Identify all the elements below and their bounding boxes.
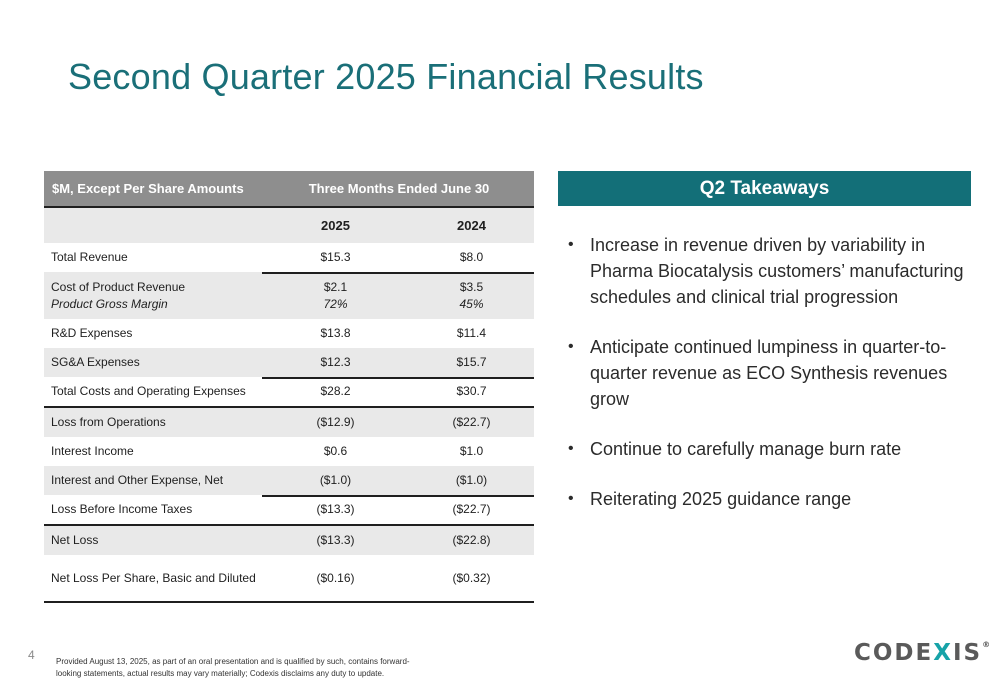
- takeaway-text: Continue to carefully manage burn rate: [590, 439, 902, 459]
- value-2024: ($0.32): [452, 570, 491, 585]
- value-2024: $11.4: [456, 326, 487, 340]
- bullet-icon: •: [568, 236, 574, 253]
- subvalue-2025: 72%: [323, 296, 348, 311]
- value-2024-group: $3.5 45%: [409, 279, 534, 313]
- page-number: 4: [28, 648, 35, 662]
- year-2024-header: 2024: [457, 218, 486, 233]
- table-row: Interest and Other Expense, Net ($1.0) (…: [44, 466, 534, 495]
- row-label: Net Loss: [51, 533, 99, 547]
- takeaway-item: • Anticipate continued lumpiness in quar…: [568, 334, 988, 412]
- value-2024: $30.7: [456, 384, 487, 398]
- takeaways-header: Q2 Takeaways: [558, 171, 971, 206]
- row-label: Loss Before Income Taxes: [51, 502, 193, 516]
- year-2025-header: 2025: [321, 218, 350, 233]
- table-row: Net Loss Per Share, Basic and Diluted ($…: [44, 555, 534, 603]
- table-row: Cost of Product Revenue Product Gross Ma…: [44, 272, 534, 319]
- slide-title: Second Quarter 2025 Financial Results: [68, 56, 704, 97]
- value-2024: ($22.7): [452, 415, 491, 429]
- row-label-group: Cost of Product Revenue Product Gross Ma…: [44, 279, 262, 313]
- row-label: SG&A Expenses: [51, 355, 140, 369]
- row-label: Loss from Operations: [51, 415, 166, 429]
- table-row: R&D Expenses $13.8 $11.4: [44, 319, 534, 348]
- value-2025: $12.3: [320, 355, 351, 369]
- value-2025: $28.2: [320, 384, 351, 398]
- value-2025: $13.8: [320, 326, 351, 340]
- table-row: Total Revenue $15.3 $8.0: [44, 243, 534, 272]
- value-2025: ($12.9): [316, 415, 355, 429]
- value-2025: $15.3: [320, 250, 351, 264]
- subvalue-2024: 45%: [459, 296, 484, 311]
- row-label: Interest and Other Expense, Net: [51, 473, 224, 487]
- takeaway-item: • Continue to carefully manage burn rate: [568, 436, 988, 462]
- table-row: Loss from Operations ($12.9) ($22.7): [44, 406, 534, 437]
- financial-results-table: $M, Except Per Share Amounts Three Month…: [44, 171, 534, 603]
- value-2025: ($1.0): [319, 473, 352, 487]
- table-row: Interest Income $0.6 $1.0: [44, 437, 534, 466]
- row-label: R&D Expenses: [51, 326, 133, 340]
- takeaway-text: Increase in revenue driven by variabilit…: [590, 235, 964, 307]
- value-2025: ($13.3): [316, 533, 355, 547]
- value-2025: $0.6: [323, 444, 348, 458]
- value-2024: $1.0: [459, 444, 484, 458]
- table-header-row: $M, Except Per Share Amounts Three Month…: [44, 171, 534, 206]
- value-2024: $3.5: [459, 279, 484, 294]
- bullet-icon: •: [568, 440, 574, 457]
- value-2024: ($22.8): [452, 533, 491, 547]
- table-row: Loss Before Income Taxes ($13.3) ($22.7): [44, 495, 534, 524]
- row-sublabel: Product Gross Margin: [51, 296, 168, 311]
- row-label: Total Revenue: [51, 250, 128, 264]
- row-label: Net Loss Per Share, Basic and Diluted: [51, 570, 256, 585]
- table-year-row: 2025 2024: [44, 206, 534, 243]
- takeaway-text: Anticipate continued lumpiness in quarte…: [590, 337, 948, 409]
- table-header-right: Three Months Ended June 30: [308, 181, 490, 196]
- value-2025: ($13.3): [316, 502, 355, 516]
- value-2024: $8.0: [459, 250, 484, 264]
- takeaway-text: Reiterating 2025 guidance range: [590, 489, 852, 509]
- table-row: Net Loss ($13.3) ($22.8): [44, 524, 534, 555]
- table-row: SG&A Expenses $12.3 $15.7: [44, 348, 534, 377]
- row-label: Total Costs and Operating Expenses: [51, 384, 246, 398]
- row-label: Interest Income: [51, 444, 134, 458]
- table-header-left: $M, Except Per Share Amounts: [52, 181, 244, 196]
- table-row: Total Costs and Operating Expenses $28.2…: [44, 377, 534, 406]
- value-2024: $15.7: [456, 355, 487, 369]
- bullet-icon: •: [568, 338, 574, 355]
- bullet-icon: •: [568, 490, 574, 507]
- value-2025: $2.1: [323, 279, 348, 294]
- value-2025-group: $2.1 72%: [262, 279, 409, 313]
- takeaway-item: • Increase in revenue driven by variabil…: [568, 232, 988, 310]
- value-2024: ($1.0): [455, 473, 488, 487]
- value-2025: ($0.16): [316, 570, 355, 585]
- takeaway-item: • Reiterating 2025 guidance range: [568, 486, 988, 512]
- row-label: Cost of Product Revenue: [51, 279, 186, 294]
- takeaways-list: • Increase in revenue driven by variabil…: [568, 232, 988, 536]
- footnote: Provided August 13, 2025, as part of an …: [56, 657, 410, 678]
- codexis-logo: CODEXIS®: [854, 640, 991, 666]
- value-2024: ($22.7): [452, 502, 491, 516]
